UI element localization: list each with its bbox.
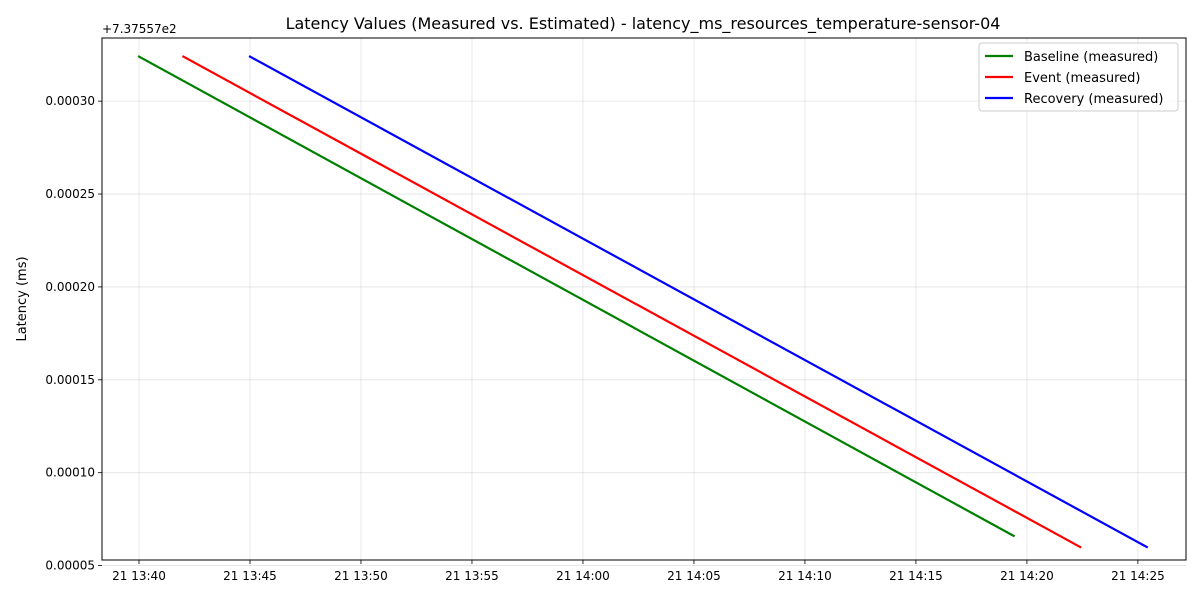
x-tick-label: 21 14:05	[667, 569, 721, 583]
plot-frame	[101, 37, 1187, 561]
x-tick-label: 21 13:55	[445, 569, 499, 583]
x-tick-label: 21 14:15	[889, 569, 943, 583]
legend: Baseline (measured) Event (measured) Recov…	[978, 42, 1179, 112]
chart-title: Latency Values (Measured vs. Estimated) …	[286, 14, 1001, 34]
x-axis-ticks: 21 13:40 21 13:45 21 13:50 21 13:55 21 14:00…	[112, 560, 1165, 583]
y-axis-ticks: 0.00005 0.00010 0.00015 0.00020 0.00025 0.000…	[45, 94, 102, 573]
y-tick-label: 0.00005	[45, 559, 95, 573]
x-tick-label: 21 14:00	[556, 569, 610, 583]
legend-box	[978, 42, 1179, 112]
y-axis-label: Latency (ms)	[15, 256, 30, 341]
y-tick-label: 0.00020	[45, 280, 95, 294]
series-lines	[137, 55, 1149, 549]
series-line-event	[181, 55, 1082, 549]
series-line-recovery	[248, 55, 1149, 549]
legend-label: Recovery (measured)	[1024, 92, 1164, 107]
series-line-baseline	[137, 55, 1016, 538]
x-tick-label: 21 13:50	[334, 569, 388, 583]
x-tick-label: 21 14:25	[1111, 569, 1165, 583]
x-tick-label: 21 14:20	[1000, 569, 1054, 583]
y-offset-label: +7.37557e2	[102, 22, 177, 36]
y-tick-label: 0.00025	[45, 187, 95, 201]
y-tick-label: 0.00030	[45, 94, 95, 108]
y-tick-label: 0.00010	[45, 466, 95, 480]
x-tick-label: 21 14:10	[778, 569, 832, 583]
x-tick-label: 21 13:40	[112, 569, 166, 583]
grid	[102, 38, 1186, 566]
legend-label: Baseline (measured)	[1024, 50, 1158, 65]
y-tick-label: 0.00015	[45, 373, 95, 387]
legend-label: Event (measured)	[1024, 71, 1140, 86]
x-tick-label: 21 13:45	[223, 569, 277, 583]
